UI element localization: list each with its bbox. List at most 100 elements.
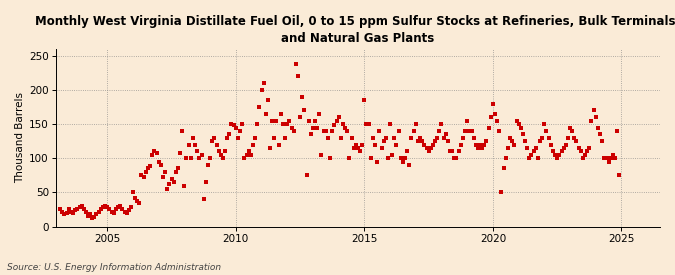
Point [438, 136, 449, 140]
Point [248, 142, 259, 147]
Title: Monthly West Virginia Distillate Fuel Oil, 0 to 15 ppm Sulfur Stocks at Refineri: Monthly West Virginia Distillate Fuel Oi… [35, 15, 675, 45]
Point [308, 125, 319, 130]
Point [370, 142, 381, 147]
Point [323, 136, 333, 140]
Point [162, 187, 173, 191]
Point [361, 122, 372, 126]
Point [61, 211, 72, 215]
Point [487, 101, 498, 106]
Text: Source: U.S. Energy Information Administration: Source: U.S. Energy Information Administ… [7, 263, 221, 272]
Point [533, 156, 543, 160]
Point [297, 95, 308, 99]
Point [575, 149, 586, 154]
Point [509, 142, 520, 147]
Point [267, 119, 277, 123]
Point [78, 207, 89, 211]
Point [589, 108, 599, 113]
Point [340, 125, 350, 130]
Point [312, 125, 323, 130]
Point [117, 207, 128, 212]
Point [357, 142, 368, 147]
Point [456, 142, 466, 147]
Point [115, 204, 126, 208]
Point [338, 122, 348, 126]
Point [470, 142, 481, 147]
Point [402, 149, 412, 154]
Point [513, 122, 524, 126]
Point [500, 156, 511, 160]
Point [344, 156, 355, 160]
Point [515, 125, 526, 130]
Point [173, 166, 184, 171]
Point [186, 156, 196, 160]
Point [492, 119, 503, 123]
Point [321, 129, 331, 133]
Point [427, 142, 438, 147]
Point [164, 182, 175, 186]
Point [222, 136, 233, 140]
Point [97, 205, 108, 210]
Point [252, 122, 263, 126]
Point [472, 146, 483, 150]
Point [190, 142, 200, 147]
Point [134, 200, 145, 205]
Point [564, 125, 575, 130]
Point [445, 149, 456, 154]
Point [518, 132, 529, 136]
Point [265, 146, 275, 150]
Point [485, 115, 496, 119]
Point [595, 132, 605, 136]
Point [57, 209, 68, 214]
Point [160, 170, 171, 174]
Point [483, 125, 494, 130]
Point [250, 136, 261, 140]
Point [396, 156, 406, 160]
Point [76, 204, 87, 208]
Point [74, 205, 85, 210]
Point [556, 149, 567, 154]
Y-axis label: Thousand Barrels: Thousand Barrels [15, 92, 25, 183]
Point [543, 136, 554, 140]
Point [196, 153, 207, 157]
Point [84, 212, 95, 216]
Point [535, 139, 545, 143]
Point [254, 105, 265, 109]
Point [335, 136, 346, 140]
Point [319, 129, 329, 133]
Point [147, 153, 158, 157]
Point [567, 129, 578, 133]
Point [526, 153, 537, 157]
Point [408, 129, 419, 133]
Point [571, 139, 582, 143]
Point [414, 136, 425, 140]
Point [140, 170, 151, 174]
Point [149, 149, 160, 154]
Point [599, 156, 610, 160]
Point [520, 139, 531, 143]
Point [113, 205, 124, 210]
Point [158, 175, 169, 180]
Point [68, 211, 78, 215]
Point [545, 142, 556, 147]
Point [601, 156, 612, 160]
Point [524, 156, 535, 160]
Point [301, 173, 312, 178]
Point [447, 149, 458, 154]
Point [582, 149, 593, 154]
Point [263, 98, 273, 102]
Point [245, 153, 256, 157]
Point [310, 119, 321, 123]
Point [406, 136, 416, 140]
Point [104, 207, 115, 212]
Point [202, 163, 213, 167]
Point [593, 125, 603, 130]
Point [230, 125, 241, 130]
Point [614, 173, 625, 178]
Point [256, 88, 267, 92]
Point [498, 166, 509, 171]
Point [237, 122, 248, 126]
Point [179, 183, 190, 188]
Point [279, 136, 290, 140]
Point [269, 136, 279, 140]
Point [460, 129, 470, 133]
